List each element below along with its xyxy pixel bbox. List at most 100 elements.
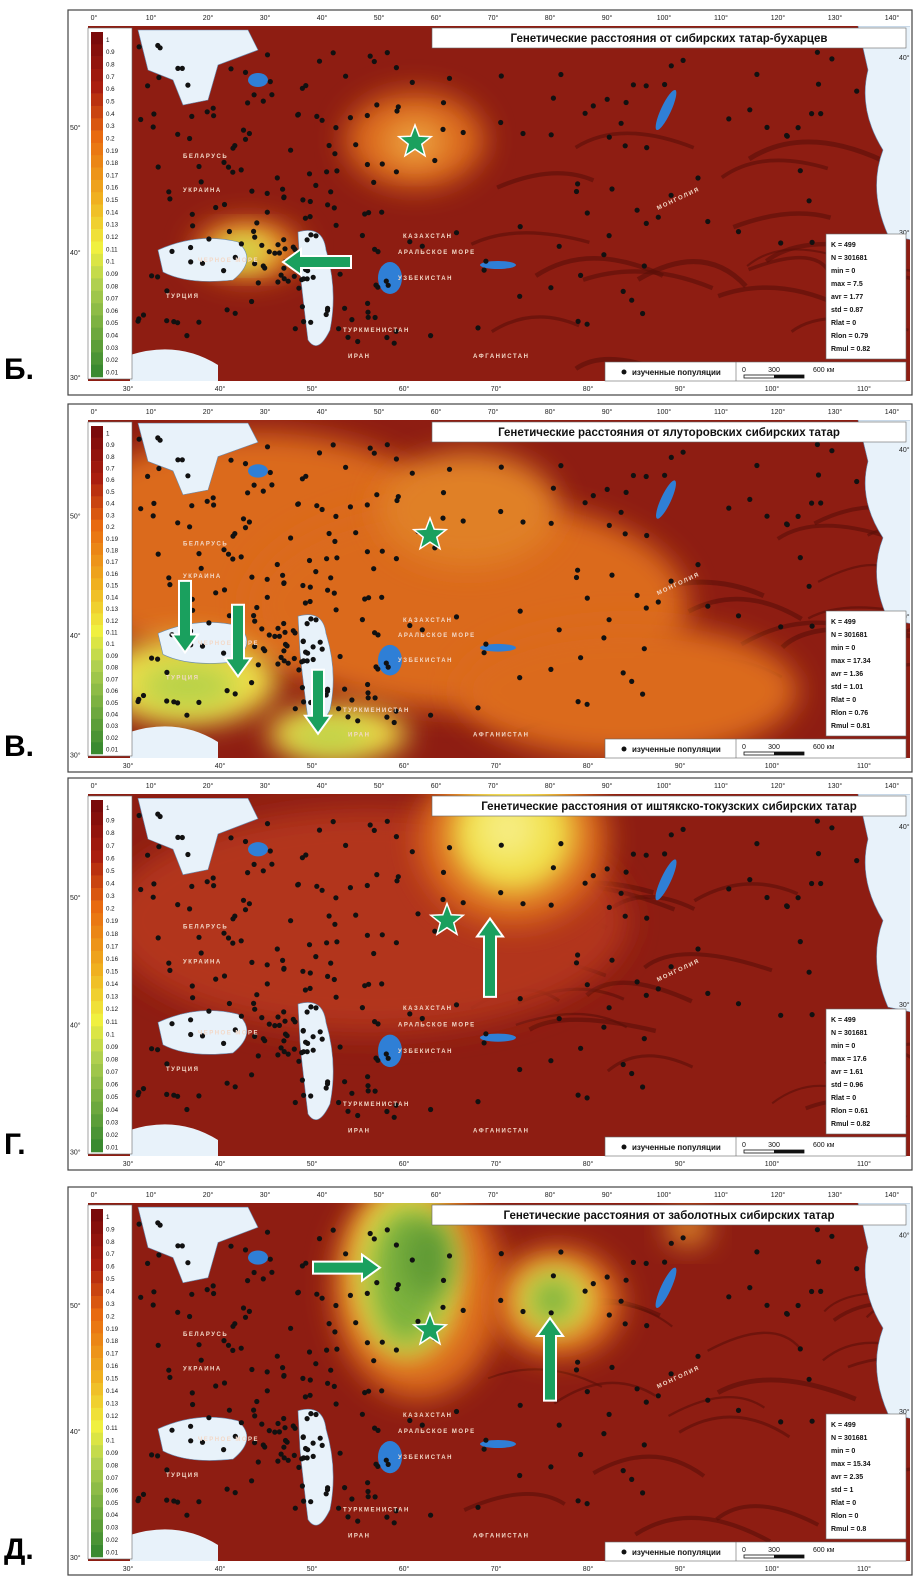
lon-label-bottom: 100° [765,385,780,393]
legend-tick: 0.2 [106,906,115,913]
relief [667,1396,766,1417]
population-dot [333,513,339,519]
lon-label-top: 140° [885,14,900,22]
population-dot [302,987,308,993]
relief [490,315,580,334]
population-dot [668,63,674,69]
map-label: АФГАНИСТАН [473,354,529,360]
legend-tick: 0.14 [106,594,119,601]
stat-line: min = 0 [831,645,855,652]
legend-swatch [91,590,103,602]
population-dot [232,1027,238,1033]
lon-label-top: 20° [203,782,214,790]
map-label: ИРАН [348,1128,370,1134]
legend-tick: 0.8 [106,830,115,837]
relief [866,523,910,537]
population-dot [150,1302,156,1308]
population-dot [764,513,770,519]
population-dot [175,700,181,706]
population-dot [383,1051,389,1057]
lon-label-top: 30° [260,1191,271,1199]
lon-label-top: 100° [657,782,672,790]
population-dot [634,207,640,213]
population-dot [764,894,770,901]
population-dot [308,1093,314,1099]
population-dot [240,516,247,522]
population-dot [558,841,564,847]
population-dot [319,646,325,652]
lon-label-top: 90° [602,408,613,416]
population-dot [367,445,373,451]
legend-tick: 0.3 [106,1301,115,1308]
stat-line: max = 15.34 [831,1461,871,1468]
population-dot [517,675,523,681]
legend-swatch [91,352,103,365]
population-dot [419,1015,425,1022]
legend-swatch [91,1308,103,1322]
population-dot [232,310,238,316]
legend-swatch [91,578,103,591]
population-dot [330,50,336,56]
population-dot [324,169,330,175]
scale-label: 0 [742,744,746,751]
population-dot [604,866,610,872]
water-lake [248,842,268,857]
population-dot [282,1425,288,1431]
population-dot [228,1243,234,1249]
population-dot [249,298,255,305]
water-balkhash [480,1439,516,1449]
population-dot [155,274,161,280]
lon-label-bottom: 50° [307,1565,318,1573]
population-dot [314,883,320,889]
population-dot [275,661,281,667]
lon-label-top: 60° [431,14,442,22]
population-dot [668,964,674,970]
legend-swatch [91,988,103,1002]
population-dot [460,518,466,524]
population-dot [379,209,385,215]
distance-zone [138,662,238,710]
population-dot [623,489,629,495]
population-dot [347,1292,353,1298]
lon-label-bottom: 80° [583,1565,594,1573]
relief [687,596,803,621]
legend-tick: 0.1 [106,641,115,648]
population-dot [333,1302,339,1309]
population-dot [384,1514,390,1520]
population-dot [249,188,255,194]
population-dot [275,242,281,248]
population-dot [640,1490,646,1496]
arrow [281,247,352,277]
population-dot [166,189,172,195]
population-dot [383,660,389,666]
title-box [431,421,907,443]
population-dot [333,1401,339,1407]
population-dot [548,1058,554,1064]
population-dot [266,1021,272,1027]
population-dot [242,907,249,913]
population-dot [384,1227,390,1233]
scale-box [604,1541,907,1562]
population-dot [481,1446,487,1452]
population-dot [372,1019,378,1025]
population-dot [365,690,371,696]
population-dot [317,639,323,645]
legend-tick: 0.19 [106,1326,119,1333]
population-dot [630,851,637,857]
legend-swatch [91,253,103,267]
population-dot [196,319,202,325]
population-dot [262,648,268,654]
population-dot [254,1398,260,1405]
legend-swatch [91,812,103,826]
scale-label: 600 км [813,367,835,374]
population-dot [252,1006,258,1012]
population-dot [204,109,210,115]
population-dot [336,326,342,332]
map-label: ИРАН [348,1534,370,1540]
population-dot [255,1053,261,1059]
population-dot [520,519,526,525]
legend-swatch [91,179,103,193]
population-dot [556,1016,562,1022]
lon-label-top: 110° [714,14,728,22]
population-dot [155,1453,161,1459]
